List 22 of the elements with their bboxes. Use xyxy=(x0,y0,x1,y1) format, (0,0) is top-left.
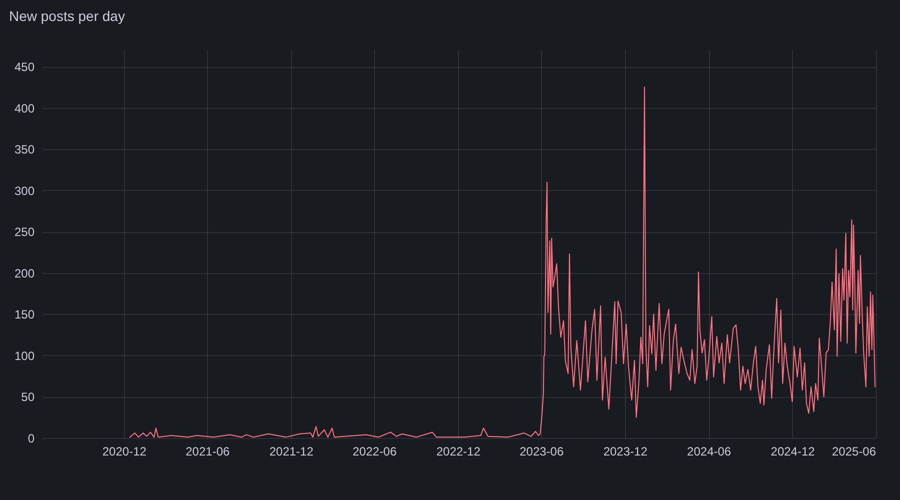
y-tick-label: 300 xyxy=(14,184,35,198)
x-tick-label: 2024-12 xyxy=(770,444,816,458)
x-tick-label: 2023-06 xyxy=(520,444,564,458)
y-tick-label: 400 xyxy=(14,101,35,116)
x-tick-label: 2023-12 xyxy=(603,444,648,458)
y-tick-label: 350 xyxy=(14,142,35,157)
x-tick-label: 2022-06 xyxy=(352,444,397,458)
x-tick-label: 2021-06 xyxy=(186,444,230,458)
y-tick-label: 150 xyxy=(14,308,35,322)
y-tick-label: 0 xyxy=(28,432,35,446)
y-tick-label: 50 xyxy=(21,390,35,404)
x-tick-label: 2022-12 xyxy=(436,444,481,458)
x-tick-label: 2025-06 xyxy=(832,444,876,458)
line-series xyxy=(129,86,876,438)
chart-title: New posts per day xyxy=(9,8,125,24)
y-tick-label: 450 xyxy=(14,60,35,74)
x-tick-label: 2020-12 xyxy=(102,444,147,458)
x-tick-label: 2024-06 xyxy=(687,444,732,458)
y-tick-label: 100 xyxy=(14,348,35,363)
x-tick-label: 2021-12 xyxy=(269,444,314,458)
y-tick-label: 250 xyxy=(14,225,35,240)
y-tick-label: 200 xyxy=(14,266,35,280)
